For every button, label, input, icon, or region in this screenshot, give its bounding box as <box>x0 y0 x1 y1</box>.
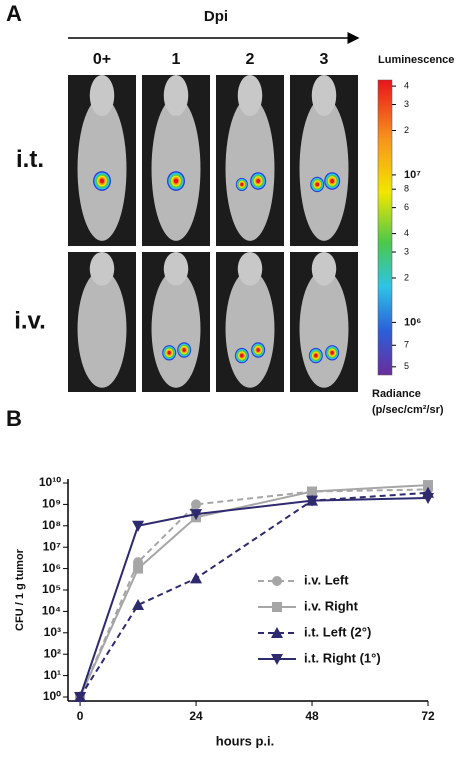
signal <box>167 350 171 355</box>
colorbar-unit-title: Radiance <box>372 388 421 400</box>
signal <box>256 348 260 352</box>
row-label: i.v. <box>14 307 46 334</box>
y-tick-label: 10⁶ <box>42 561 61 575</box>
column-label: 0+ <box>93 51 111 68</box>
marker <box>306 495 319 507</box>
marker <box>271 654 283 665</box>
signal <box>99 178 105 184</box>
y-tick-label: 10⁸ <box>42 518 61 532</box>
colorbar-tick-label: 3 <box>404 99 409 109</box>
mouse-body <box>151 97 201 241</box>
colorbar-tick-label: 2 <box>404 272 409 282</box>
y-tick-label: 10² <box>44 646 61 660</box>
x-axis-label: hours p.i. <box>216 733 275 748</box>
mouse-head <box>311 75 337 117</box>
signal <box>330 178 335 184</box>
mouse-head <box>89 251 115 286</box>
marker <box>423 480 433 491</box>
series-line <box>79 496 429 698</box>
y-tick-label: 10⁹ <box>42 497 61 511</box>
signal <box>314 353 318 358</box>
mouse-head <box>237 251 263 286</box>
mouse-body <box>299 97 349 241</box>
x-tick-label: 24 <box>189 709 203 723</box>
marker <box>190 509 203 521</box>
marker <box>271 627 283 638</box>
marker <box>74 692 87 703</box>
colorbar-tick-label: 3 <box>404 246 409 256</box>
row-label: i.t. <box>16 146 44 173</box>
colorbar-tick-label: 2 <box>404 125 409 135</box>
signal <box>330 350 334 355</box>
y-axis-label: CFU / 1 g tumor <box>14 548 26 631</box>
mouse-head <box>89 75 115 117</box>
marker <box>133 563 144 574</box>
colorbar <box>377 79 393 376</box>
marker <box>272 576 282 586</box>
series-line <box>79 491 429 698</box>
x-tick-label: 48 <box>305 709 319 723</box>
y-tick-label: 10¹⁰ <box>39 475 61 489</box>
colorbar-tick-label: 8 <box>404 184 409 194</box>
mouse-body <box>151 270 201 388</box>
signal <box>182 348 186 352</box>
marker <box>272 602 282 612</box>
mouse-body <box>225 270 275 388</box>
marker <box>132 520 145 532</box>
axis-title: Dpi <box>204 8 228 25</box>
colorbar-title: Luminescence <box>378 54 454 66</box>
signal <box>240 182 244 187</box>
x-tick-label: 72 <box>421 709 435 723</box>
signal <box>173 178 179 184</box>
y-tick-label: 10⁰ <box>43 689 61 703</box>
colorbar-tick-label: 10⁶ <box>404 316 421 328</box>
legend-label: i.v. Left <box>304 572 349 587</box>
column-label: 1 <box>172 51 181 68</box>
colorbar-tick-label: 4 <box>404 80 409 90</box>
marker <box>307 486 318 497</box>
mouse-head <box>163 251 189 286</box>
panel-label: A <box>6 1 22 26</box>
colorbar-tick-label: 7 <box>404 340 409 350</box>
x-tick-label: 0 <box>77 709 84 723</box>
colorbar-tick-label: 4 <box>404 228 409 238</box>
colorbar-tick-label: 5 <box>404 361 409 371</box>
marker <box>422 492 434 504</box>
mouse-body <box>77 97 127 241</box>
colorbar-unit: (p/sec/cm²/sr) <box>372 404 444 416</box>
column-label: 3 <box>320 51 329 68</box>
signal <box>315 182 319 187</box>
marker <box>190 572 203 584</box>
colorbar-tick-label: 10⁷ <box>404 169 421 181</box>
mouse-body <box>225 97 275 241</box>
legend-label: i.t. Left (2°) <box>304 624 371 639</box>
column-label: 2 <box>246 51 255 68</box>
marker <box>132 598 145 610</box>
series-line <box>79 488 429 698</box>
signal <box>256 178 261 184</box>
y-tick-label: 10⁷ <box>43 539 61 553</box>
colorbar-tick-label: 6 <box>404 202 409 212</box>
y-tick-label: 10⁴ <box>42 604 61 618</box>
legend-label: i.t. Right (1°) <box>304 650 381 665</box>
signal <box>240 353 244 358</box>
marker <box>191 499 202 510</box>
y-tick-label: 10³ <box>44 625 61 639</box>
y-tick-label: 10⁵ <box>42 582 61 596</box>
legend-label: i.v. Right <box>304 598 359 613</box>
y-tick-label: 10¹ <box>44 668 61 682</box>
mouse-head <box>237 75 263 117</box>
mouse-body <box>77 270 127 388</box>
mouse-head <box>311 251 337 286</box>
mouse-body <box>299 270 349 388</box>
mouse-head <box>163 75 189 117</box>
panel-label: B <box>6 406 22 431</box>
